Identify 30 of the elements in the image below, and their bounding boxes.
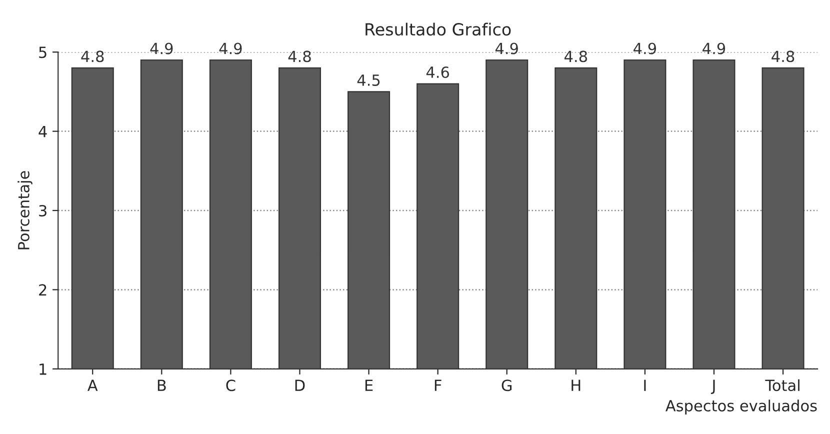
y-tick-label: 3: [39, 204, 46, 217]
x-tick-label: D: [295, 380, 305, 391]
data-label: 4.6: [426, 66, 450, 78]
chart-title: Resultado Grafico: [366, 22, 511, 36]
x-tick-label: E: [365, 380, 373, 391]
x-tick-label: Total: [765, 379, 800, 392]
y-tick-label: 4: [38, 126, 47, 138]
y-tick-label: 2: [39, 284, 46, 296]
y-tick-label: 1: [40, 364, 46, 375]
x-tick-label: B: [158, 380, 166, 391]
x-tick-label: C: [226, 380, 236, 392]
data-label: 4.8: [564, 50, 588, 62]
x-tick-label: F: [434, 380, 442, 391]
x-tick-label: G: [502, 380, 512, 392]
y-tick-label: 5: [39, 46, 46, 58]
data-label: 4.9: [219, 42, 242, 54]
x-axis-title: Aspectos evaluados: [666, 400, 817, 414]
data-label: 4.8: [81, 50, 104, 62]
data-label: 4.9: [702, 42, 726, 54]
x-tick-label: I: [644, 380, 646, 391]
y-axis-title: Porcentaje: [18, 171, 32, 250]
data-label: 4.9: [634, 42, 656, 54]
x-tick-label: H: [572, 380, 580, 391]
x-tick-label: J: [710, 380, 715, 394]
data-label: 4.9: [495, 42, 518, 54]
data-label: 4.8: [288, 50, 311, 62]
data-label: 4.5: [357, 74, 380, 86]
data-label: 4.9: [150, 42, 173, 54]
x-tick-label: A: [88, 380, 98, 391]
data-label: 4.8: [772, 50, 794, 62]
